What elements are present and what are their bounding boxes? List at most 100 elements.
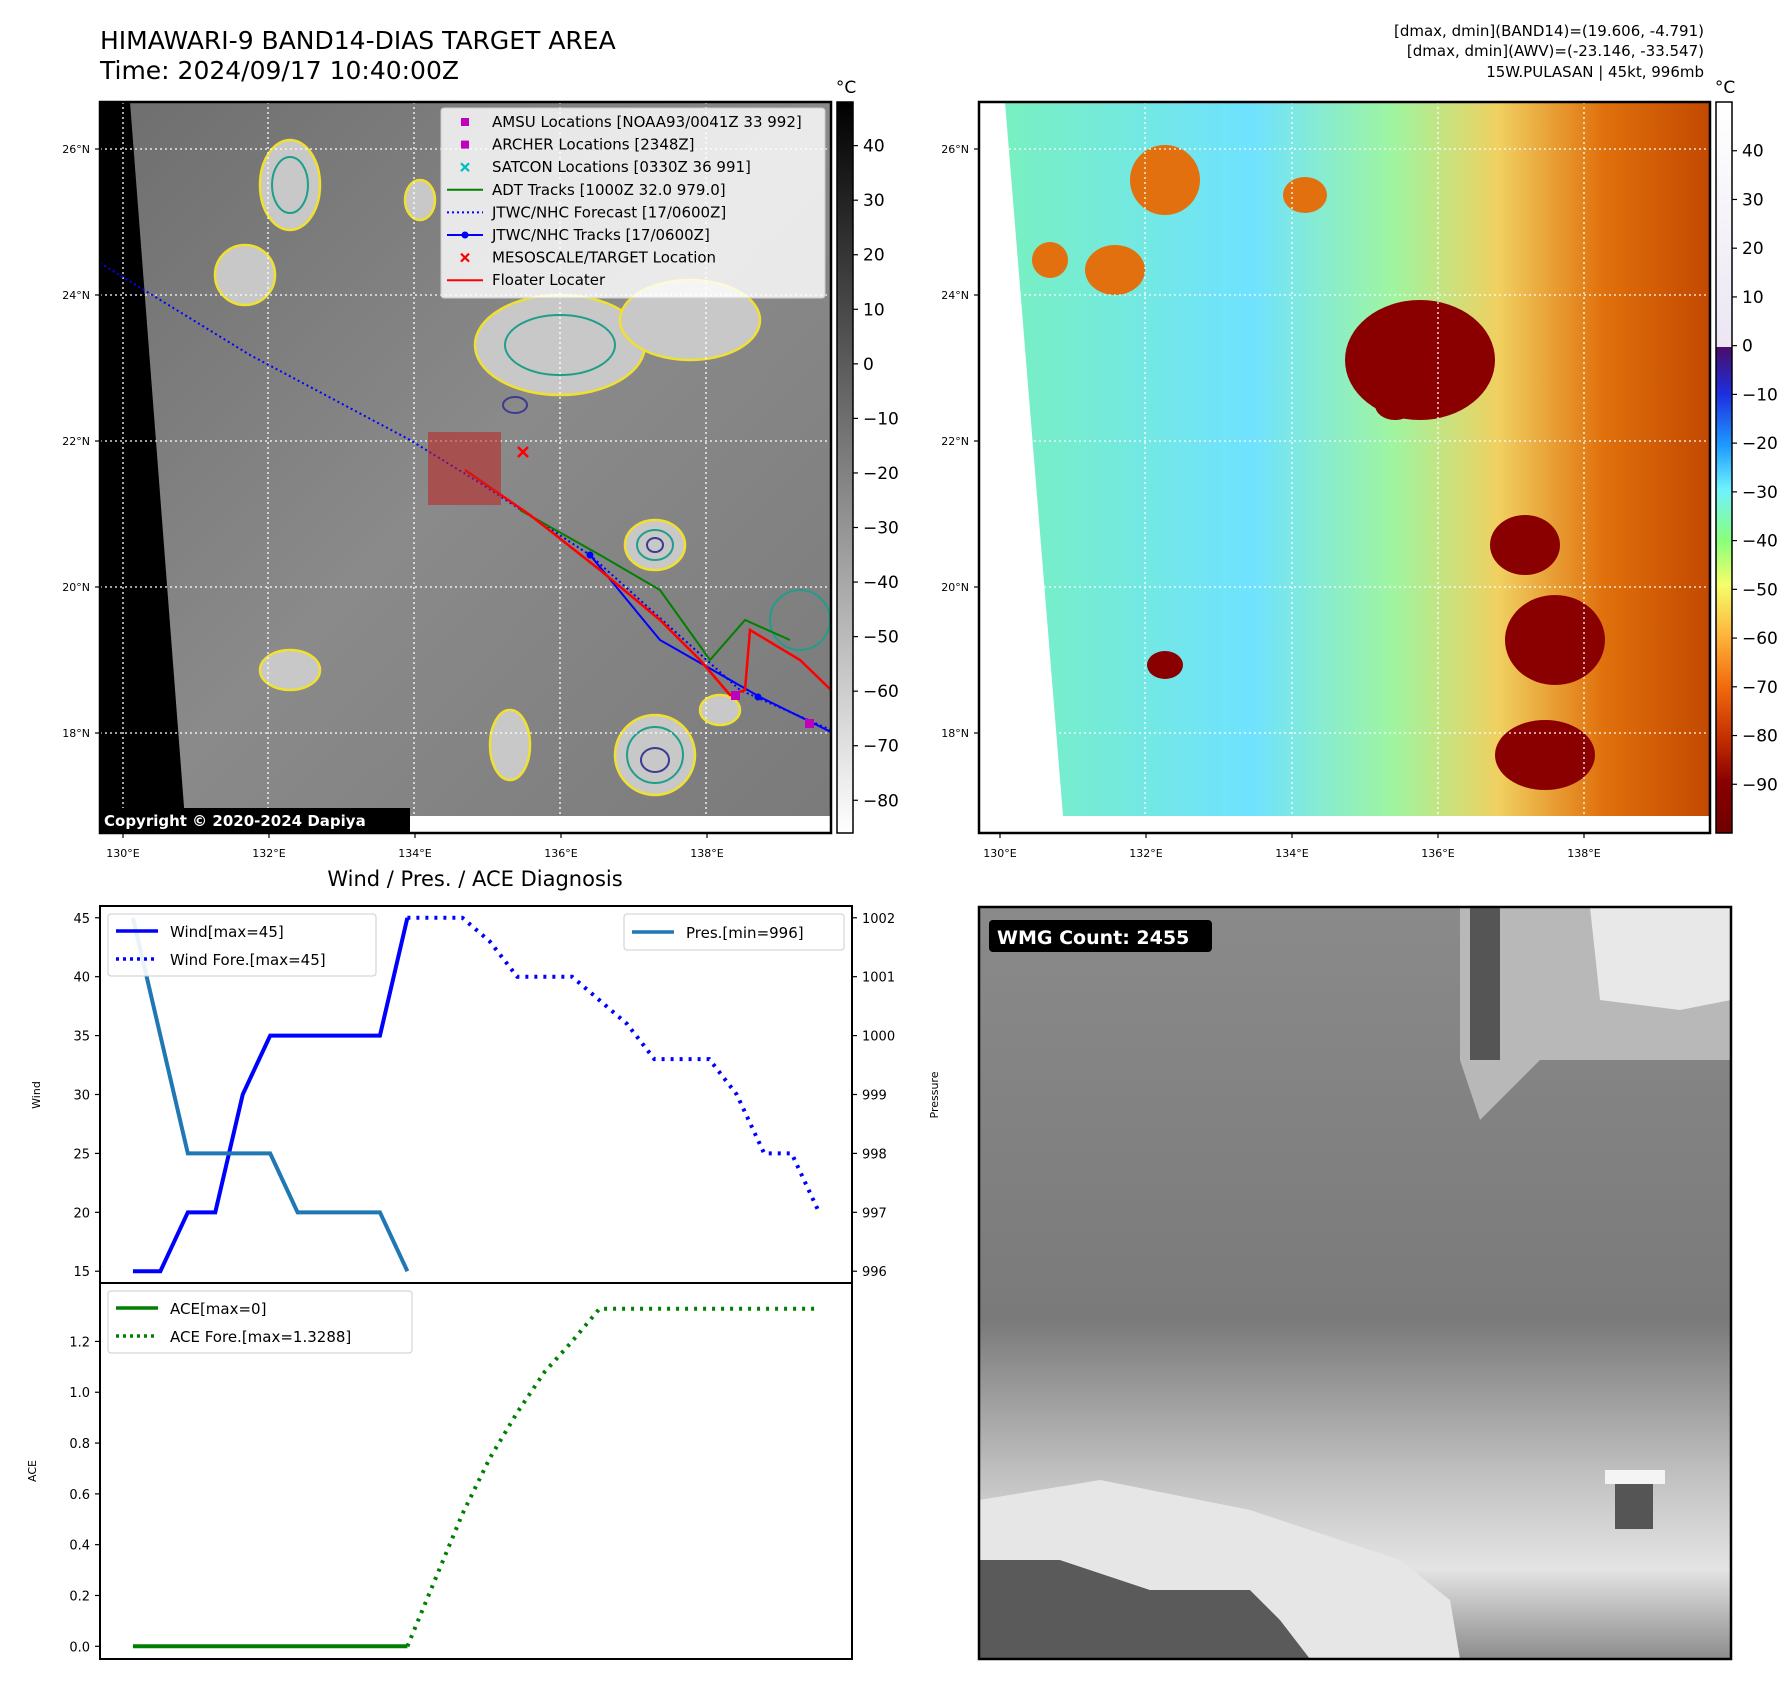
legend-ace-forecast: ACE Fore.[max=1.3288]	[170, 1328, 351, 1346]
jtwc-forecast-track	[100, 262, 831, 731]
ir-map-panel: Copyright © 2020-2024 Dapiya AMSU Locati…	[62, 78, 899, 860]
colorbar-tick-label: −50	[863, 628, 899, 648]
wmg-panel: WMG Count: 2455	[977, 905, 1733, 1661]
wind-tick-label: 30	[73, 1089, 90, 1104]
ace-tick-label: 0.6	[69, 1488, 90, 1503]
wmg-badge-text: WMG Count: 2455	[997, 927, 1189, 949]
lon-tick-label: 130°E	[106, 847, 139, 860]
colorbar-tick-label: −10	[863, 409, 899, 429]
colorbar-tick-label: −60	[863, 682, 899, 702]
ace-tick-label: 0.4	[69, 1539, 90, 1554]
wind-tick-label: 20	[73, 1206, 90, 1221]
jtwc-track-point	[754, 693, 762, 701]
wv-imagery	[1005, 102, 1710, 816]
colorbar-tick-label: 0	[1742, 337, 1753, 357]
colorbar-tick-label: −10	[1742, 385, 1778, 405]
pressure-tick-label: 997	[862, 1206, 887, 1221]
pressure-axis-label: Pressure	[928, 1071, 941, 1118]
colorbar-tick-label: −30	[1742, 483, 1778, 503]
amsu-marker	[731, 691, 740, 700]
copyright-box	[100, 808, 410, 832]
lon-tick-label: 138°E	[1567, 847, 1600, 860]
colorbar-tick-label: −20	[1742, 434, 1778, 454]
wv-lon-ticks: 130°E 132°E 134°E 136°E 138°E	[983, 833, 1601, 860]
colorbar-tick-label: −70	[1742, 678, 1778, 698]
colorbar-tick-label: −40	[1742, 532, 1778, 552]
contours	[271, 156, 831, 784]
wind-pres-series-0	[132, 917, 410, 1274]
colorbar-tick-label: 10	[1742, 288, 1764, 308]
legend-wind: Wind[max=45]	[170, 923, 284, 941]
lon-tick-label: 134°E	[1275, 847, 1308, 860]
colorbar-tick-label: −40	[863, 573, 899, 593]
mesoscale-target-marker	[517, 446, 529, 458]
colorbar-tick-label: 10	[863, 300, 885, 320]
lat-tick-label: 24°N	[62, 289, 90, 302]
target-area-box	[428, 432, 501, 505]
wmg-badge	[989, 920, 1212, 952]
wmg-frame	[977, 905, 1733, 1661]
legend-label: JTWC/NHC Forecast [17/0600Z]	[491, 203, 726, 221]
legend-pressure: Pres.[min=996]	[686, 924, 804, 942]
lat-tick-label: 18°N	[941, 727, 969, 740]
wv-grid-lines	[979, 102, 1710, 833]
colorbar-tick-label: −70	[863, 737, 899, 757]
ace-axis-label: ACE	[26, 1460, 39, 1482]
colorbar-tick-label: 0	[863, 355, 874, 375]
legend-label: JTWC/NHC Tracks [17/0600Z]	[491, 226, 710, 244]
lat-tick-label: 22°N	[941, 435, 969, 448]
lon-tick-label: 132°E	[1129, 847, 1162, 860]
lat-tick-label: 26°N	[941, 143, 969, 156]
wv-colorbar-unit: °C	[1715, 78, 1735, 98]
lat-tick-label: 22°N	[62, 435, 90, 448]
jtwc-track-point	[586, 551, 594, 559]
wind-tick-label: 25	[73, 1147, 90, 1162]
lat-tick-label: 20°N	[62, 581, 90, 594]
deep-contours	[502, 396, 670, 773]
adt-track	[519, 509, 791, 662]
ir-colorbar	[836, 101, 854, 834]
wind-legend: Wind[max=45] Wind Fore.[max=45]	[107, 913, 377, 977]
colorbar-tick-label: 40	[1742, 142, 1764, 162]
wind-pres-plot-frame	[99, 905, 853, 1284]
storm-info: 15W.PULASAN | 45kt, 996mb	[1486, 63, 1704, 81]
ace-tick-label: 0.2	[69, 1589, 90, 1604]
legend-marker-dot	[461, 231, 469, 239]
pressure-legend: Pres.[min=996]	[623, 913, 845, 951]
wv-map-frame	[977, 100, 1712, 835]
wv-deep-clouds	[1147, 300, 1605, 790]
wind-tick-label: 15	[73, 1265, 90, 1280]
pressure-tick-label: 999	[862, 1089, 887, 1104]
diagnosis-title: Wind / Pres. / ACE Diagnosis	[327, 867, 622, 891]
legend-label: SATCON Locations [0330Z 36 991]	[492, 158, 751, 176]
lat-tick-label: 24°N	[941, 289, 969, 302]
legend-wind-forecast: Wind Fore.[max=45]	[170, 951, 326, 969]
colorbar-tick-label: 30	[863, 191, 885, 211]
wv-colorbar-ticks: 40 30 20 10 0 −10 −20 −30 −40 −50 −60 −70 −80 −90	[1732, 142, 1778, 795]
ace-chart: 0.0 0.2 0.4 0.6 0.8 1.0 1.2	[69, 1306, 820, 1655]
legend-label: ADT Tracks [1000Z 32.0 979.0]	[492, 181, 726, 199]
colorbar-tick-label: −30	[863, 519, 899, 539]
legend-marker-square	[461, 118, 469, 126]
wind-tick-label: 35	[73, 1030, 90, 1045]
colorbar-tick-label: −20	[863, 464, 899, 484]
map-lon-ticks: 130°E 132°E 134°E 136°E 138°E	[106, 833, 724, 860]
cloud-shapes	[213, 138, 762, 797]
legend-marker-x	[460, 252, 470, 263]
lon-tick-label: 134°E	[398, 847, 431, 860]
pressure-tick-label: 998	[862, 1147, 887, 1162]
colorbar-tick-label: −80	[1742, 727, 1778, 747]
wind-tick-label: 40	[73, 971, 90, 986]
ace-tick-label: 1.0	[69, 1386, 90, 1401]
colorbar-tick-label: 40	[863, 137, 885, 157]
pressure-tick-label: 996	[862, 1265, 887, 1280]
colorbar-tick-label: 30	[1742, 190, 1764, 210]
colorbar-tick-label: −90	[1742, 775, 1778, 795]
legend-label: ARCHER Locations [2348Z]	[492, 136, 695, 154]
awv-range-info: [dmax, dmin](AWV)=(-23.146, -33.547)	[1406, 42, 1704, 60]
band14-range-info: [dmax, dmin](BAND14)=(19.606, -4.791)	[1393, 22, 1704, 40]
ace-tick-label: 0.0	[69, 1640, 90, 1655]
legend-marker-x	[460, 162, 470, 172]
lon-tick-label: 136°E	[544, 847, 577, 860]
